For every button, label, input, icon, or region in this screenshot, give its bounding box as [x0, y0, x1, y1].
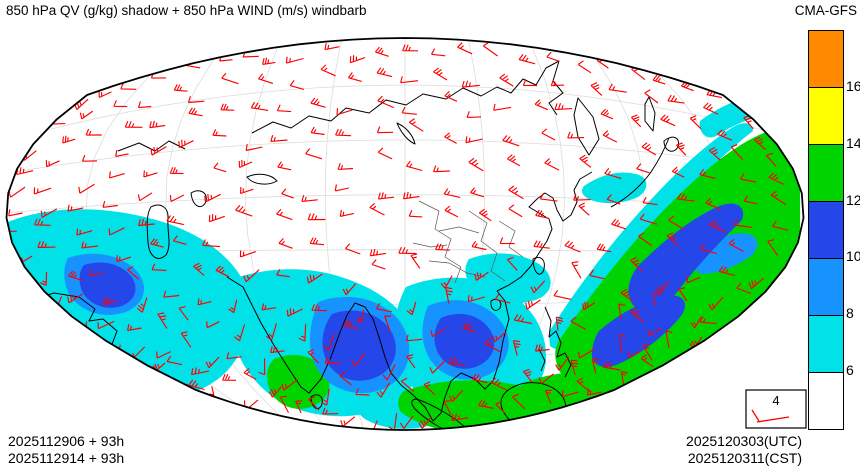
reference-barb-box: 4 [745, 389, 807, 429]
reference-barb-icon [751, 409, 790, 423]
coast-aral [190, 190, 207, 207]
coast-srilanka [310, 394, 323, 410]
coast-caspian [146, 204, 170, 259]
init-time-cst: 2025112914 + 93h [8, 450, 125, 466]
coast-kamchatka [573, 97, 600, 156]
coast-sakhalin [644, 96, 656, 132]
qv-bluedark-scs-core [434, 313, 495, 369]
wind-barbs [6, 41, 789, 430]
qv-cyan-japan-sea [582, 172, 647, 204]
qv-bluedark-bay-core [322, 310, 396, 381]
colorbar-segment-white [809, 372, 843, 429]
qv-bluedark-pacific-2 [591, 295, 685, 368]
valid-time-cst: 2025120311(CST) [687, 450, 802, 466]
model-label: CMA-GFS [794, 3, 857, 18]
coast-korea-china [496, 171, 593, 292]
footer-valid-times: 2025120303(UTC) 2025120311(CST) [686, 433, 802, 467]
coast-taiwan [532, 256, 545, 275]
coast-arctic-siberia [251, 60, 564, 134]
qv-shading [7, 94, 800, 430]
colorbar-segment-orange [809, 31, 843, 87]
coastlines [27, 60, 680, 430]
plot-title: 850 hPa QV (g/kg) shadow + 850 hPa WIND … [6, 3, 367, 18]
coast-sumatra-java [411, 398, 529, 430]
footer-init-times: 2025112906 + 93h 2025112914 + 93h [8, 433, 124, 467]
qv-cyan-china-coast [465, 253, 551, 304]
colorbar [808, 30, 844, 430]
coast-baikal [396, 122, 416, 145]
colorbar-segment-yellow [809, 87, 843, 144]
reference-barb-frame [745, 389, 807, 429]
colorbar-segment-blue-dark [809, 201, 843, 258]
qv-bluedark-pacific-1 [628, 203, 744, 312]
reference-barb-label: 4 [772, 393, 779, 408]
qv-bluedark-arabian-core [79, 262, 136, 308]
coast-india-seasia [226, 276, 510, 422]
map-border [5, 37, 805, 431]
coast-philippines [538, 306, 572, 378]
colorbar-segment-cyan [809, 315, 843, 372]
coast-balkhash [246, 173, 278, 185]
init-time-utc: 2025112906 + 93h [8, 433, 125, 449]
colorbar-segment-blue [809, 258, 843, 315]
colorbar-segment-green [809, 144, 843, 201]
valid-time-utc: 2025120303(UTC) [686, 433, 802, 449]
province-borders [412, 200, 524, 284]
